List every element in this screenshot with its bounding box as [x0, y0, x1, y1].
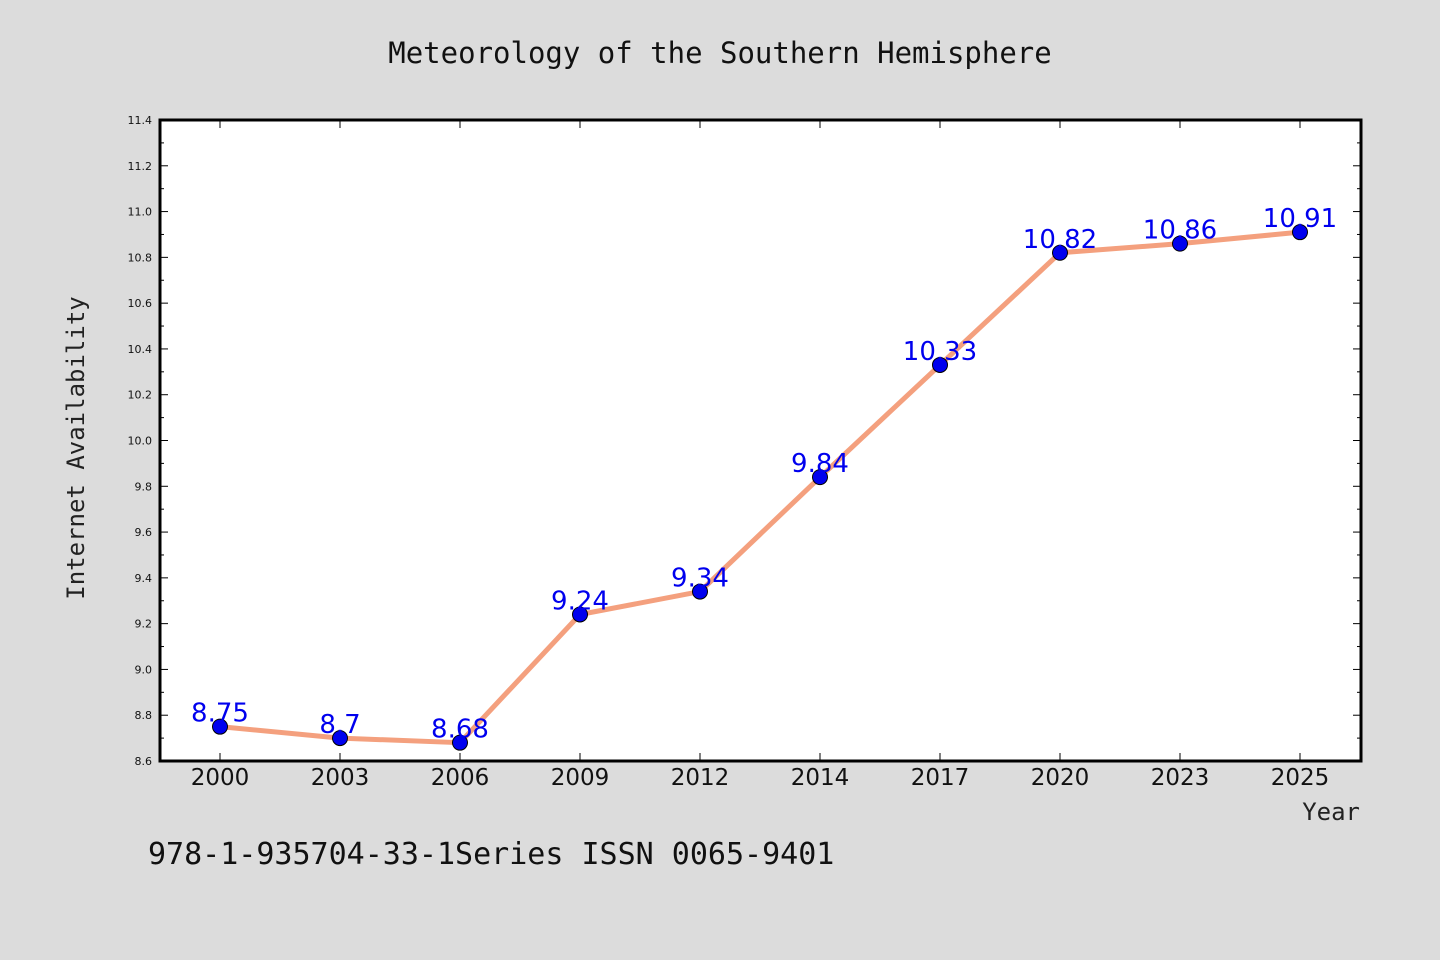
data-point-marker — [572, 606, 588, 623]
data-point-label: 9.34 — [671, 564, 729, 594]
x-tick-label: 2012 — [671, 765, 730, 791]
y-tick-label: 8.8 — [135, 709, 153, 722]
data-point-label: 10.91 — [1263, 204, 1337, 234]
x-tick-label: 2020 — [1031, 765, 1090, 791]
y-tick-label: 11.2 — [128, 160, 153, 173]
x-tick-label: 2003 — [311, 765, 370, 791]
data-point-marker — [1292, 224, 1308, 241]
x-tick-label: 2025 — [1271, 765, 1330, 791]
data-point-marker — [932, 356, 948, 373]
y-tick-label: 11.0 — [128, 206, 153, 219]
x-tick-label: 2017 — [911, 765, 970, 791]
data-point-marker — [1052, 244, 1068, 261]
x-tick-label: 2023 — [1151, 765, 1210, 791]
data-labels: 8.75 8.7 8.68 9.24 9.34 9.84 10.33 10.82 10.86 10… — [191, 204, 1337, 745]
data-point-marker — [332, 730, 348, 747]
y-tick-label: 8.6 — [135, 755, 153, 768]
y-tick-label: 9.2 — [135, 618, 153, 631]
data-point-label: 8.75 — [191, 699, 249, 729]
x-tick-label: 2006 — [431, 765, 490, 791]
y-tick-label: 9.0 — [135, 663, 153, 676]
data-point-label: 9.24 — [551, 586, 609, 616]
plot-area — [158, 118, 1363, 763]
data-point-marker — [212, 718, 228, 735]
x-axis-label: Year — [1302, 798, 1360, 826]
chart-title: Meteorology of the Southern Hemisphere — [388, 36, 1051, 70]
series-line — [217, 229, 1303, 746]
y-axis-ticks: 8.6 8.8 9.0 9.2 9.4 9.6 9.8 10.0 10.2 10.4 10.6 10.… — [128, 114, 1361, 768]
data-point-label: 10.86 — [1143, 216, 1217, 246]
data-point-marker — [1172, 235, 1188, 252]
y-axis-label: Internet Availability — [62, 296, 90, 599]
y-tick-label: 10.8 — [128, 251, 153, 264]
y-tick-label: 10.2 — [128, 389, 153, 402]
data-point-label: 8.7 — [319, 710, 360, 740]
x-tick-label: 2014 — [791, 765, 850, 791]
data-point-label: 10.33 — [903, 337, 977, 367]
data-point-label: 8.68 — [431, 715, 489, 745]
y-tick-label: 9.6 — [135, 526, 153, 539]
x-tick-label: 2000 — [191, 765, 250, 791]
x-tick-label: 2009 — [551, 765, 610, 791]
y-tick-label: 10.4 — [128, 343, 153, 356]
data-point-marker — [812, 469, 828, 486]
data-point-marker — [692, 583, 708, 600]
y-tick-label: 9.4 — [135, 572, 153, 585]
data-point-label: 9.84 — [791, 449, 849, 479]
series-line-group — [217, 229, 1303, 746]
y-tick-label: 10.6 — [128, 297, 153, 310]
y-tick-label: 11.4 — [128, 114, 153, 127]
y-tick-label: 10.0 — [128, 435, 153, 448]
y-tick-label: 9.8 — [135, 480, 153, 493]
x-axis-ticks: 2000 2003 2006 2009 2012 2014 2017 2020 2023 2025 — [191, 120, 1330, 791]
data-markers — [212, 224, 1308, 751]
data-point-label: 10.82 — [1023, 225, 1097, 255]
data-point-marker — [452, 734, 468, 751]
footer-isbn-text: 978-1-935704-33-1Series ISSN 0065-9401 — [148, 837, 834, 872]
